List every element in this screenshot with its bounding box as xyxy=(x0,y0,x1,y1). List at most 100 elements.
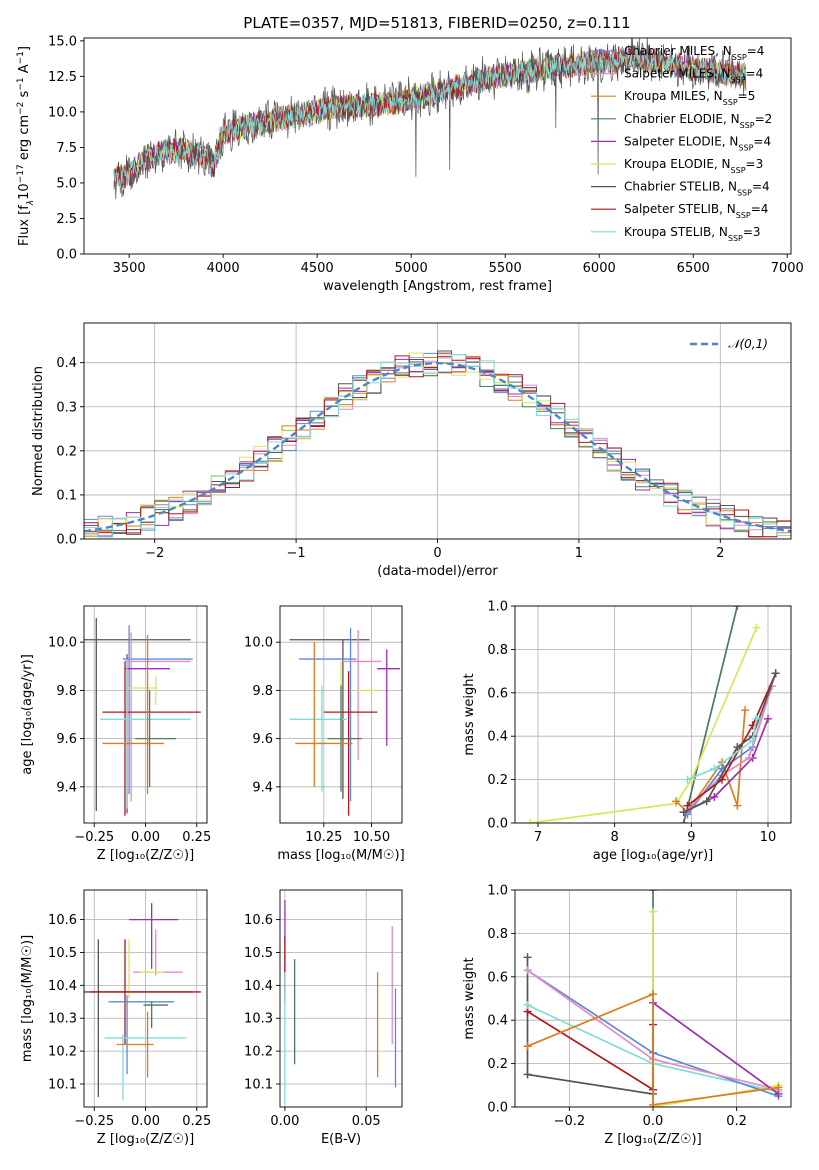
y-label-part: λ xyxy=(26,200,36,206)
x-tick-label: −0.25 xyxy=(74,1114,114,1129)
y-tick-label: 10.2 xyxy=(48,1045,77,1060)
y-label-part: ] xyxy=(17,46,32,51)
legend-text-sub: SSP xyxy=(740,120,755,129)
weight-marker xyxy=(710,764,719,773)
y-tick-label: 10.1 xyxy=(244,1077,273,1092)
y-tick-label: 0.0 xyxy=(56,533,77,548)
y-label-part: 10 xyxy=(17,183,32,200)
legend-entry: 𝒩(0,1) xyxy=(728,337,768,351)
legend-text-main: Salpeter MILES, N xyxy=(624,67,731,81)
x-tick-label: 6000 xyxy=(583,261,616,276)
weight-marker xyxy=(679,808,688,817)
y-label-part: A xyxy=(17,64,32,77)
x-tick-label: 5000 xyxy=(395,261,428,276)
y-axis-label: mass weight xyxy=(462,673,477,755)
y-axis-label: mass weight xyxy=(462,957,477,1039)
axes-frame xyxy=(83,605,208,824)
weight-line xyxy=(686,686,773,811)
weight-marker xyxy=(523,953,532,962)
figure-title: PLATE=0357, MJD=51813, FIBERID=0250, z=0… xyxy=(243,14,630,32)
legend-entry: Chabrier STELIB, NSSP=4 xyxy=(624,180,770,198)
x-tick-label: 0.00 xyxy=(131,830,160,845)
legend-entry: Kroupa STELIB, NSSP=3 xyxy=(624,225,761,243)
x-tick-label: 10.50 xyxy=(353,830,390,845)
y-tick-label: 5.0 xyxy=(56,176,77,191)
legend-text-main: Kroupa STELIB, N xyxy=(624,225,728,239)
plot-area xyxy=(113,38,747,200)
x-tick-label: 10.25 xyxy=(305,830,342,845)
y-tick-label: 9.8 xyxy=(252,684,273,699)
plot-area xyxy=(289,627,401,816)
legend-text-tail: =4 xyxy=(753,134,771,148)
weight-marker xyxy=(523,966,532,975)
legend-text-tail: =3 xyxy=(746,157,764,171)
y-tick-label: 10.4 xyxy=(48,979,77,994)
plot-area xyxy=(84,618,201,816)
weight-marker xyxy=(526,819,535,823)
x-axis-label: mass [log₁₀(M/M☉)] xyxy=(277,848,404,863)
x-tick-label: 0.05 xyxy=(352,1114,381,1129)
x-tick-label: 0.00 xyxy=(270,1114,299,1129)
y-tick-label: 0.2 xyxy=(56,444,77,459)
legend-entry: Salpeter ELODIE, NSSP=4 xyxy=(624,134,771,152)
y-tick-label: 15.0 xyxy=(48,34,77,49)
histogram-step xyxy=(84,354,791,539)
chart-age-vs-Z: −0.25 0.00 0.25 9.4 9.6 9.8 10.0 Z [log₁₀(Z/Z☉)… xyxy=(20,605,211,863)
y-tick-label: 10.0 xyxy=(48,636,77,651)
y-tick-label: 0.2 xyxy=(487,1057,508,1072)
weight-marker xyxy=(764,714,772,723)
legend-entry: Chabrier MILES, NSSP=4 xyxy=(624,44,764,62)
chart-residuals: −2 −1 0 1 2 0.0 0.1 0.2 0.3 0.4 (data-model)/error… xyxy=(31,322,792,579)
legend-text-sub: SSP xyxy=(738,143,753,152)
plot-area xyxy=(523,890,783,1107)
weight-marker xyxy=(683,801,692,810)
spectrum-line xyxy=(113,47,746,189)
chart-mass-vs-EBV: 0.00 0.05 10.1 10.2 10.3 10.4 10.5 10.6 E(B-V) xyxy=(244,889,403,1147)
x-tick-label: 1 xyxy=(575,546,583,561)
y-tick-label: 0.8 xyxy=(487,927,508,942)
y-label-part: −1 xyxy=(16,51,26,64)
panels: 3500 4000 4500 5000 5500 6000 6500 7000 0.0 2.5 5.… xyxy=(16,34,804,1147)
y-tick-label: 9.6 xyxy=(56,732,77,747)
x-axis-label: Z [log₁₀(Z/Z☉)] xyxy=(97,1132,194,1147)
legend-entry: Kroupa ELODIE, NSSP=3 xyxy=(624,157,763,175)
weight-marker xyxy=(523,1070,532,1079)
y-tick-label: 0.4 xyxy=(487,1014,508,1029)
x-tick-label: 4000 xyxy=(207,261,240,276)
x-tick-label: 7000 xyxy=(771,261,804,276)
x-axis-label: age [log₁₀(age/yr)] xyxy=(593,848,714,863)
x-tick-label: 4500 xyxy=(301,261,334,276)
plot-area xyxy=(284,899,397,1104)
weight-marker xyxy=(752,623,761,632)
axes-frame xyxy=(279,605,403,824)
weight-marker xyxy=(523,1042,532,1051)
x-tick-label: −0.25 xyxy=(74,830,114,845)
weight-marker xyxy=(679,819,688,823)
axes-frame xyxy=(279,889,403,1108)
y-tick-label: 1.0 xyxy=(487,600,508,615)
y-tick-label: 0.4 xyxy=(56,356,77,371)
legend-text-sub: SSP xyxy=(731,75,746,84)
chart-weight-vs-age: 7 8 9 10 0.0 0.2 0.4 0.6 0.8 1.0 age [log₁₀(age/yr… xyxy=(462,600,792,863)
y-tick-label: 10.4 xyxy=(244,979,273,994)
chart-weight-vs-Z: −0.2 0.0 0.2 0.0 0.2 0.4 0.6 0.8 1.0 Z [log₁₀(Z/Z… xyxy=(462,884,792,1147)
y-tick-label: 7.5 xyxy=(56,141,77,156)
axes-frame xyxy=(83,37,792,255)
axes-frame xyxy=(83,322,792,540)
y-label-part: s xyxy=(17,90,32,101)
y-tick-label: 10.0 xyxy=(244,636,273,651)
x-tick-label: 5500 xyxy=(489,261,522,276)
y-label-part: Flux [f xyxy=(17,205,32,246)
legend-text-main: Chabrier ELODIE, N xyxy=(624,112,740,126)
chart-mass-vs-Z: −0.25 0.00 0.25 10.1 10.2 10.3 10.4 10.5 10.6 Z [… xyxy=(20,889,211,1147)
x-tick-label: 10 xyxy=(760,830,777,845)
axes-frame xyxy=(514,605,792,824)
weight-marker xyxy=(702,797,711,806)
y-tick-label: 0.3 xyxy=(56,400,77,415)
y-label-part: −17 xyxy=(16,164,26,183)
y-axis-label: age [log₁₀(age/yr)] xyxy=(20,654,35,775)
legend-text-tail: =3 xyxy=(743,225,761,239)
y-tick-label: 10.6 xyxy=(244,913,273,928)
legend-text-main: Chabrier STELIB, N xyxy=(624,180,737,194)
